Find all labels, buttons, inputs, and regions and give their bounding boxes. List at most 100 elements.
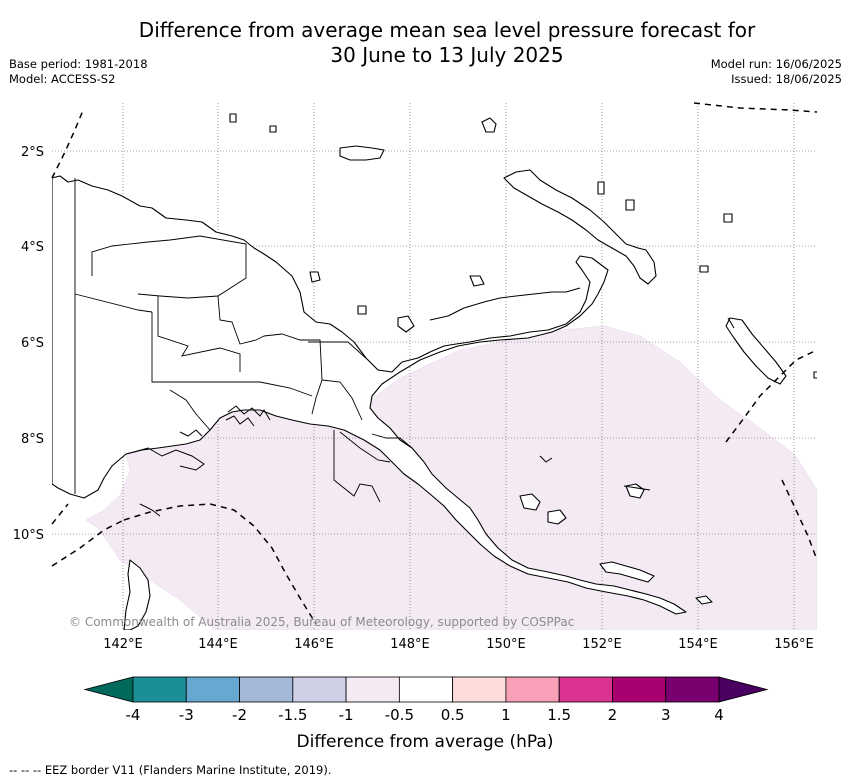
small-island-c xyxy=(699,265,709,273)
colorbar-segment xyxy=(612,676,667,703)
colorbar-tick-label: -0.5 xyxy=(385,706,414,724)
colorbar-tick-label: -1 xyxy=(339,706,354,724)
province-line-1 xyxy=(74,293,153,313)
eez-border-southeast xyxy=(781,479,818,561)
eez-borders xyxy=(51,102,818,625)
coast-detail-kiriwina xyxy=(539,455,553,463)
eez-border-south xyxy=(123,503,317,625)
eez-border-southwest xyxy=(51,519,125,567)
small-island-f xyxy=(229,113,237,123)
lat-label-8s: 8°S xyxy=(21,432,44,447)
colorbar-segment xyxy=(558,676,613,703)
lat-label-6s: 6°S xyxy=(21,336,44,351)
province-line-7 xyxy=(321,379,363,421)
copyright-text: © Commonwealth of Australia 2025, Bureau… xyxy=(69,615,574,629)
province-line-5 xyxy=(217,295,265,345)
colorbar-tick-label: 2 xyxy=(608,706,618,724)
colorbar-tick-label: -1.5 xyxy=(278,706,307,724)
eez-footnote: -- -- -- EEZ border V11 (Flanders Marine… xyxy=(9,763,332,777)
lat-label-4s: 4°S xyxy=(21,240,44,255)
small-island-g xyxy=(269,125,277,133)
karkar-island xyxy=(309,271,321,283)
meta-left: Base period: 1981-2018 Model: ACCESS-S2 xyxy=(9,57,148,87)
colorbar-tick-label: -3 xyxy=(179,706,194,724)
lon-label-146e: 146°E xyxy=(294,637,334,652)
fergusson-island xyxy=(547,509,567,525)
colorbar-segment xyxy=(185,676,240,703)
colorbar-arrow-high xyxy=(718,676,769,703)
title-line-1: Difference from average mean sea level p… xyxy=(138,18,756,42)
small-island-h xyxy=(813,371,817,379)
colorbar-segment xyxy=(452,676,507,703)
lat-label-10s: 10°S xyxy=(13,528,44,543)
colorbar xyxy=(83,676,769,703)
dentrecasteaux-islands xyxy=(519,493,541,511)
manus-island xyxy=(481,117,497,133)
province-line-10 xyxy=(371,433,413,449)
lon-label-150e: 150°E xyxy=(486,637,526,652)
new-ireland xyxy=(339,145,385,161)
lon-label-156e: 156°E xyxy=(774,637,814,652)
coast-detail xyxy=(133,317,735,517)
lon-label-152e: 152°E xyxy=(582,637,622,652)
lon-label-142e: 142°E xyxy=(103,637,143,652)
province-line-8 xyxy=(308,341,369,361)
province-line-2 xyxy=(91,235,247,299)
colorbar-segment xyxy=(398,676,454,703)
small-island-b xyxy=(625,199,635,211)
colorbar-segment xyxy=(292,676,347,703)
rossel-island xyxy=(695,595,713,605)
map-title: Difference from average mean sea level p… xyxy=(0,18,850,68)
lon-label-144e: 144°E xyxy=(198,637,238,652)
colorbar-segment xyxy=(239,676,294,703)
umboi-island xyxy=(469,275,485,287)
new-guinea-mainland xyxy=(52,175,687,615)
province-line-4 xyxy=(157,296,241,372)
new-britain xyxy=(503,169,657,285)
boundaries xyxy=(74,178,413,503)
colorbar-tick-label: -4 xyxy=(126,706,141,724)
province-line-6 xyxy=(263,333,323,415)
colorbar-tick-label: 3 xyxy=(661,706,671,724)
cape-york-tip xyxy=(123,559,151,630)
province-line-9 xyxy=(333,430,381,503)
base-period-text: Base period: 1981-2018 xyxy=(9,57,148,71)
colorbar-segment xyxy=(665,676,720,703)
latitude-labels: 2°S 4°S 6°S 8°S 10°S xyxy=(13,145,44,543)
fly-delta-1 xyxy=(227,405,271,421)
eez-border-northeast xyxy=(693,102,818,113)
colorbar-tick-label: 0.5 xyxy=(441,706,465,724)
lon-label-148e: 148°E xyxy=(390,637,430,652)
coast-detail-island-ne xyxy=(727,317,735,329)
small-island-a xyxy=(597,181,605,195)
province-line-12 xyxy=(169,389,211,431)
coastlines xyxy=(52,113,817,630)
fly-delta-2 xyxy=(225,415,255,427)
province-line-3 xyxy=(151,312,313,397)
coast-detail-woodlark xyxy=(623,485,651,491)
bougainville xyxy=(725,317,787,385)
eez-border-east xyxy=(725,349,818,443)
gulf-coast-1 xyxy=(179,429,203,437)
model-run-text: Model run: 16/06/2025 xyxy=(710,57,842,71)
colorbar-tick-label: -2 xyxy=(232,706,247,724)
small-island-d xyxy=(723,213,733,223)
meta-right: Model run: 16/06/2025 Issued: 18/06/2025 xyxy=(711,57,842,87)
eez-border-southwest-2 xyxy=(51,503,69,525)
province-line-11 xyxy=(339,431,391,463)
colorbar-arrow-low xyxy=(83,676,134,703)
long-island xyxy=(397,315,415,333)
colorbar-ticks: -4 -3 -2 -1.5 -1 -0.5 0.5 1 1.5 2 3 4 xyxy=(126,706,724,724)
lon-label-154e: 154°E xyxy=(678,637,718,652)
eez-border-northwest xyxy=(51,107,85,179)
louisiade-archipelago xyxy=(599,561,655,583)
colorbar-tick-label: 4 xyxy=(714,706,724,724)
colorbar-tick-label: 1 xyxy=(501,706,511,724)
issued-text: Issued: 18/06/2025 xyxy=(731,72,842,86)
colorbar-tick-label: 1.5 xyxy=(547,706,571,724)
huon-peninsula xyxy=(429,287,581,321)
colorbar-label: Difference from average (hPa) xyxy=(297,732,554,752)
small-island-e xyxy=(357,305,367,315)
title-line-2: 30 June to 13 July 2025 xyxy=(330,43,564,67)
